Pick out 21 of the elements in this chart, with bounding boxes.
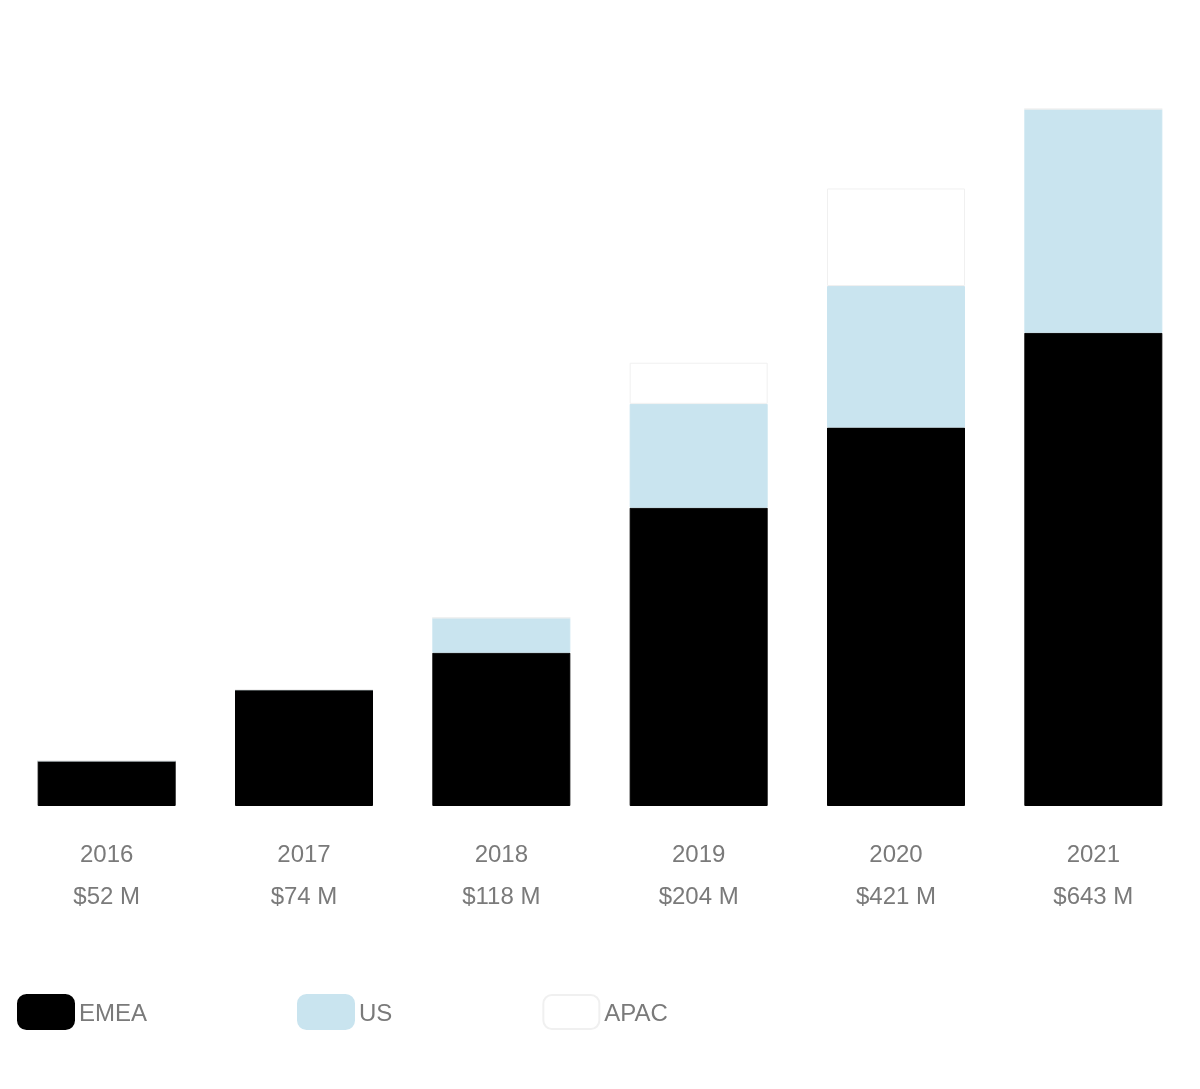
x-tick-label: 2019 $204 M [658,839,739,909]
bar [827,286,965,428]
bar [432,652,571,806]
bar [1024,109,1163,333]
bar [629,403,768,508]
x-tick-label: 2020 $421 M [855,839,937,909]
bar [235,689,373,806]
x-tick-label: 2016 $52 M [73,839,141,909]
bar [37,760,176,806]
legend-label: EMEA [79,998,148,1026]
bar [432,617,571,653]
bar [827,427,965,806]
x-tick-label: 2017 $74 M [270,839,338,909]
x-tick-label: 2021 $643 M [1053,839,1134,909]
bar [629,362,768,404]
x-tick-label: 2018 $118 M [462,839,541,909]
legend-label: US [359,998,393,1026]
bar [827,188,965,287]
bar [629,507,768,806]
bar [1024,332,1163,806]
legend-label: APAC [604,998,668,1026]
